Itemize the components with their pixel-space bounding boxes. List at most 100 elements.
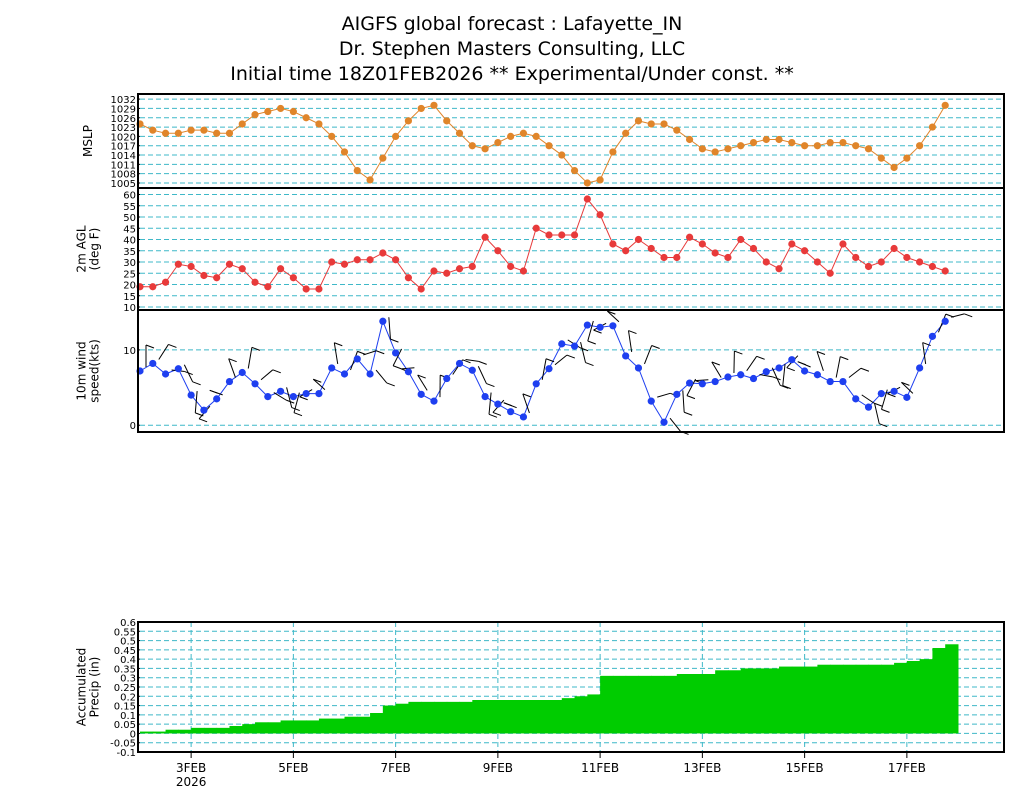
data-point [302,114,310,122]
wind-barb [874,403,880,424]
data-point [213,395,221,403]
precip-bar [932,648,946,734]
y-tick-label: -0.1 [116,748,136,759]
y-tick-label: 0.3 [120,674,136,685]
wind-barb-flag [488,413,498,418]
wind-barb-flag [734,350,743,355]
x-tick-label: 17FEB [888,761,926,775]
data-point [941,267,949,275]
precip-bar [561,698,576,734]
data-point [788,240,796,248]
data-point [558,231,566,239]
y-tick-label: 50 [123,213,136,224]
data-point [788,139,796,147]
wind-barb-flag [782,385,791,390]
precip-bar [600,675,614,734]
wind-barb [643,345,653,365]
data-point [724,145,732,153]
data-point [404,368,413,376]
data-point [596,323,604,331]
wind-barb [194,391,198,413]
data-point [813,258,821,266]
wind-barb [247,347,253,369]
data-point [698,380,706,388]
data-point [494,400,502,408]
data-point [570,231,579,239]
y-tick-label: 0 [130,729,136,740]
y-tick-label: 20 [123,281,136,292]
data-point [775,135,783,144]
precip-bar [203,727,218,734]
wind-barb-flag [376,350,385,355]
y-tick-label: 0.55 [114,627,136,638]
panel-frame [137,187,1005,311]
data-point [558,340,566,348]
precip-bar [433,701,448,734]
y-axis-label: Precip (in) [88,657,102,718]
data-point [328,132,336,140]
precip-bar [548,700,563,734]
data-point [916,364,924,372]
data-point [673,126,681,134]
wind-barb [363,350,377,356]
precip-bar [485,700,499,734]
y-tick-label: 0.1 [120,711,136,722]
wind-barb-flag [251,346,261,351]
data-point [532,380,540,388]
precip-bar [140,731,154,734]
y-tick-label: 0.5 [120,637,136,648]
data-point [238,120,246,128]
data-point [507,408,515,416]
wind-barb-flag [964,313,973,318]
x-tick-label: 13FEB [683,761,721,775]
precip-bar [689,674,703,734]
wind-barb [835,356,841,378]
mslp-panel: 1005100810111014101710201023102610291032… [81,93,1005,190]
wind-barb [759,374,773,378]
data-point [187,391,195,399]
data-point [264,283,272,291]
data-point [366,176,374,184]
wind-barb [881,389,888,410]
wind-barb-flag [478,360,487,365]
title-line-3: Initial time 18Z01FEB2026 ** Experimenta… [230,63,794,85]
data-point [647,397,655,405]
data-point [775,265,783,273]
precip-bar [664,675,678,734]
data-point [737,235,745,244]
wind-barb [273,392,287,401]
data-point [634,117,643,125]
wind-barb [782,363,786,386]
wind-barb [607,310,620,323]
y-axis-label: (deg F) [88,228,102,271]
wind-barb [816,351,824,371]
data-point [276,387,285,395]
data-point [161,278,170,286]
x-tick-label: 5FEB [278,761,308,775]
wind-barb-flag [168,343,177,348]
data-point [596,176,604,184]
wind-barb [388,317,391,340]
wind-barb-flag [873,402,883,407]
precip-bar [791,666,806,734]
wind-barb-flag [503,402,512,407]
y-tick-label: 0.25 [114,683,136,694]
wind-barb [901,381,914,394]
data-point [174,365,182,373]
y-tick-label: 0.4 [120,655,136,666]
precip-bar [842,664,857,734]
wind-barb-flag [392,365,402,370]
data-point [494,139,502,147]
data-point [392,256,400,264]
precip-bar [587,694,601,734]
y-tick-label: 0 [130,421,136,432]
data-point [238,265,246,273]
data-point [379,154,387,162]
data-point [200,126,208,134]
data-point [826,269,834,277]
wind-barb [293,392,300,413]
wind-barb [771,367,781,386]
wind-barb [312,378,326,390]
precip-bar [216,727,230,734]
wind-barb [392,348,403,366]
